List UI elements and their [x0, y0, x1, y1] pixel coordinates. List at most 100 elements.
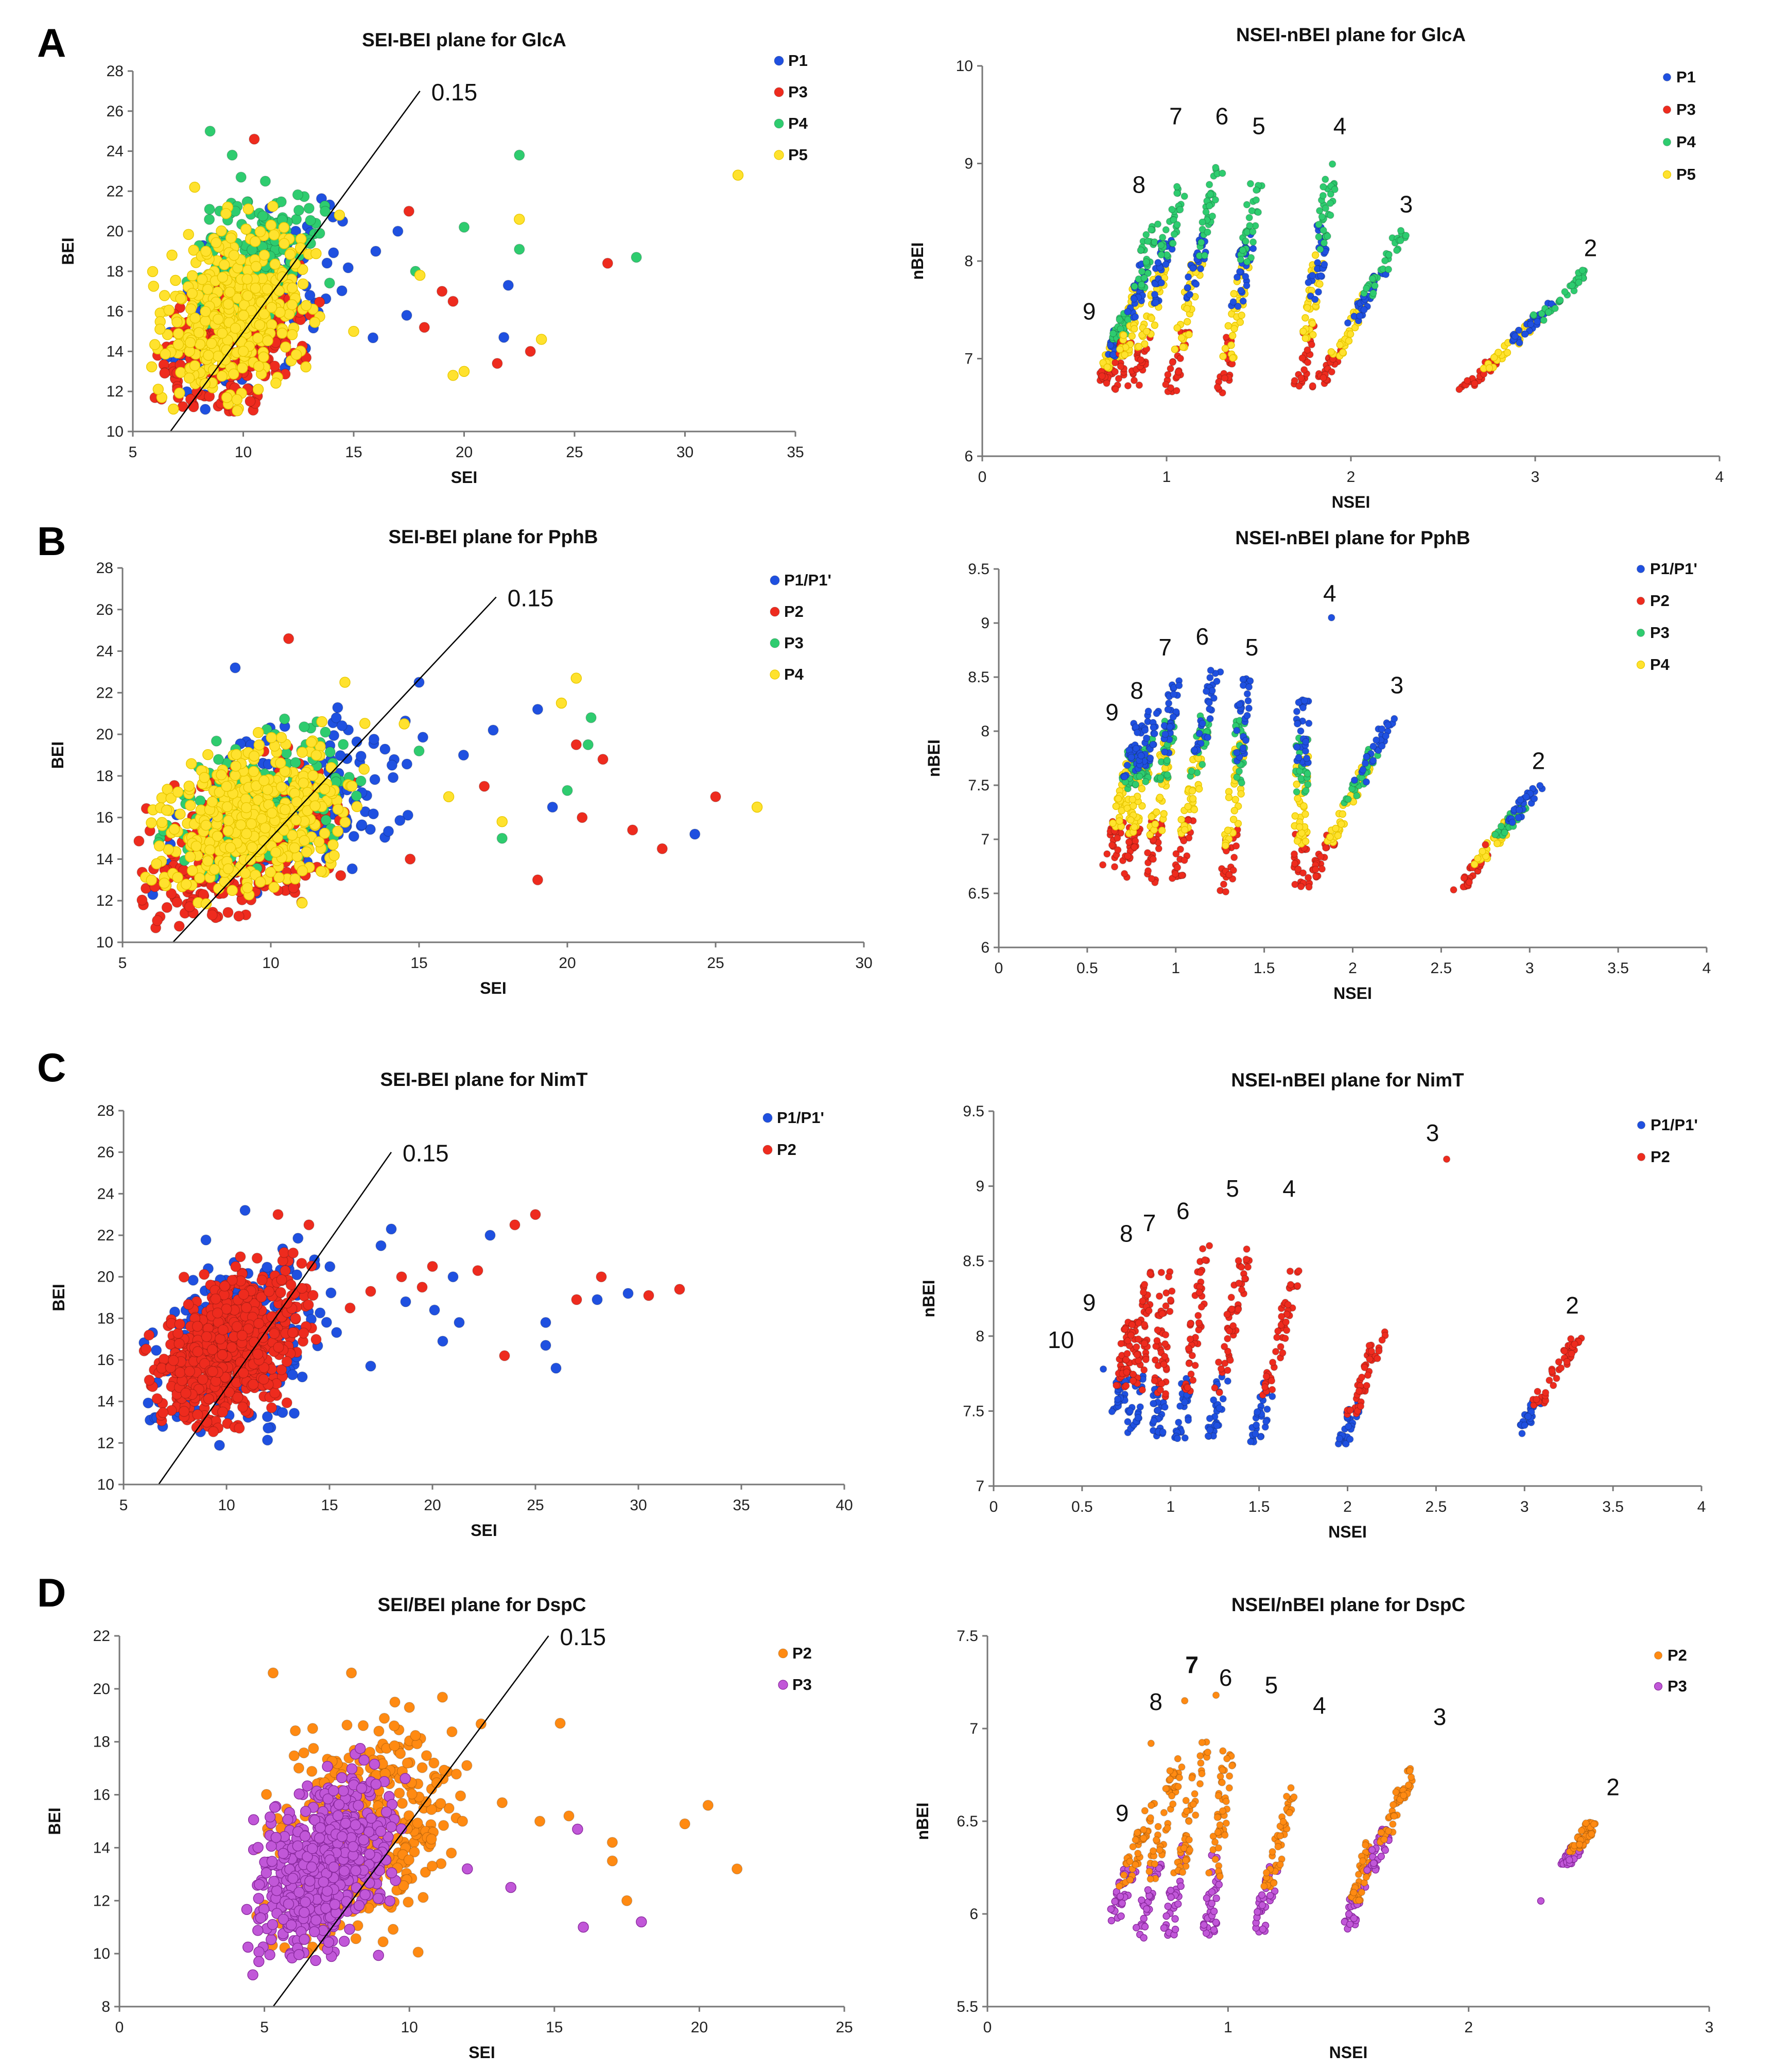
point-p4: [1131, 282, 1138, 290]
point-p1-p1: [1205, 699, 1213, 706]
point-p2: [206, 909, 218, 921]
point-p4: [1326, 833, 1334, 841]
point-p1-p1: [262, 1262, 273, 1273]
point-p4: [221, 801, 233, 813]
point-p5: [254, 319, 265, 331]
point-p3: [1319, 374, 1327, 382]
legend-label-p2: P2: [784, 602, 804, 620]
point-p4: [153, 840, 165, 852]
point-p3: [1304, 346, 1311, 354]
point-p5: [290, 349, 302, 360]
point-p5: [202, 284, 214, 295]
point-p4: [1230, 807, 1239, 815]
point-p3: [1164, 371, 1172, 378]
point-p1-p1: [417, 732, 429, 743]
point-p1-p1: [1205, 705, 1213, 713]
point-p5: [1185, 331, 1193, 338]
point-p1-p1: [315, 1307, 326, 1319]
point-p4: [185, 800, 196, 811]
point-p4: [265, 867, 276, 878]
point-p5: [258, 351, 269, 362]
point-p4: [227, 149, 238, 161]
point-p2: [1155, 844, 1162, 853]
point-p1-p1: [346, 863, 358, 875]
point-p1-p1: [1161, 748, 1169, 756]
annotation-label: 3: [1400, 191, 1413, 217]
point-p2: [1120, 870, 1128, 877]
point-p5: [1339, 349, 1347, 356]
point-p2: [1291, 859, 1299, 868]
point-p4: [146, 874, 157, 886]
point-p2: [281, 1356, 292, 1367]
point-p4: [204, 844, 216, 856]
point-p5: [1224, 322, 1232, 330]
point-p4: [1160, 810, 1168, 818]
panel-letter-a: A: [37, 20, 66, 65]
y-tick-label: 14: [96, 851, 113, 868]
point-p4: [1181, 826, 1189, 834]
point-p1-p1: [277, 1407, 288, 1418]
point-p4: [230, 761, 241, 772]
point-p4: [1254, 209, 1262, 216]
point-p4: [1301, 810, 1309, 818]
point-p1-p1: [291, 1269, 303, 1281]
point-p5: [241, 273, 253, 285]
point-p5: [212, 351, 224, 362]
point-p5: [152, 384, 164, 395]
annotation-label: 2: [1584, 235, 1598, 262]
point-p3: [213, 754, 224, 765]
point-p4: [1319, 192, 1327, 200]
point-p1-p1: [368, 733, 380, 745]
x-tick-label: 25: [707, 955, 724, 972]
point-p4: [1242, 237, 1249, 245]
point-p5: [197, 274, 208, 285]
y-tick-label: 28: [107, 63, 124, 80]
point-p2: [627, 824, 638, 836]
point-p4: [200, 819, 212, 831]
point-p1: [304, 289, 316, 301]
point-p5: [237, 346, 249, 357]
x-tick-label: 25: [566, 444, 583, 461]
y-tick-label: 24: [107, 143, 124, 160]
point-p5: [250, 261, 262, 272]
point-p4: [1195, 785, 1203, 793]
point-p4: [1168, 205, 1176, 213]
point-p4: [1173, 183, 1181, 191]
point-p5: [258, 308, 270, 320]
point-p1-p1: [1243, 712, 1251, 719]
point-p1-p1: [263, 1422, 274, 1434]
annotation-label: 7: [1169, 103, 1183, 130]
point-p5: [200, 315, 211, 327]
x-tick-label: 3.5: [1607, 960, 1629, 977]
point-p2: [1125, 838, 1133, 846]
point-p1-p1: [1293, 720, 1301, 728]
point-p3: [1238, 779, 1246, 787]
chart-c-left-points: [138, 1204, 685, 1451]
point-p4: [1137, 246, 1145, 254]
point-p4: [293, 204, 305, 216]
panel-letter-b: B: [37, 519, 66, 564]
point-p4: [1189, 795, 1197, 803]
point-p2: [1108, 841, 1116, 849]
point-p5: [238, 309, 249, 321]
point-p5: [1142, 327, 1151, 335]
point-p4: [305, 215, 316, 226]
point-p1-p1: [1233, 727, 1241, 734]
point-p4: [1142, 231, 1150, 238]
point-p1-p1: [348, 831, 359, 842]
point-p5: [186, 288, 198, 299]
point-p3: [245, 395, 256, 407]
point-p1: [392, 226, 404, 237]
point-p5: [231, 394, 242, 405]
point-p4: [181, 878, 192, 890]
point-p5: [300, 361, 311, 373]
point-p1-p1: [336, 720, 348, 732]
point-p4: [1126, 816, 1135, 824]
point-p4: [212, 831, 223, 842]
point-p5: [230, 322, 241, 334]
point-p1: [1130, 295, 1138, 303]
point-p5: [189, 360, 201, 371]
point-p1-p1: [1232, 749, 1241, 756]
x-tick-label: 2: [1347, 469, 1356, 486]
point-p4: [339, 677, 351, 688]
